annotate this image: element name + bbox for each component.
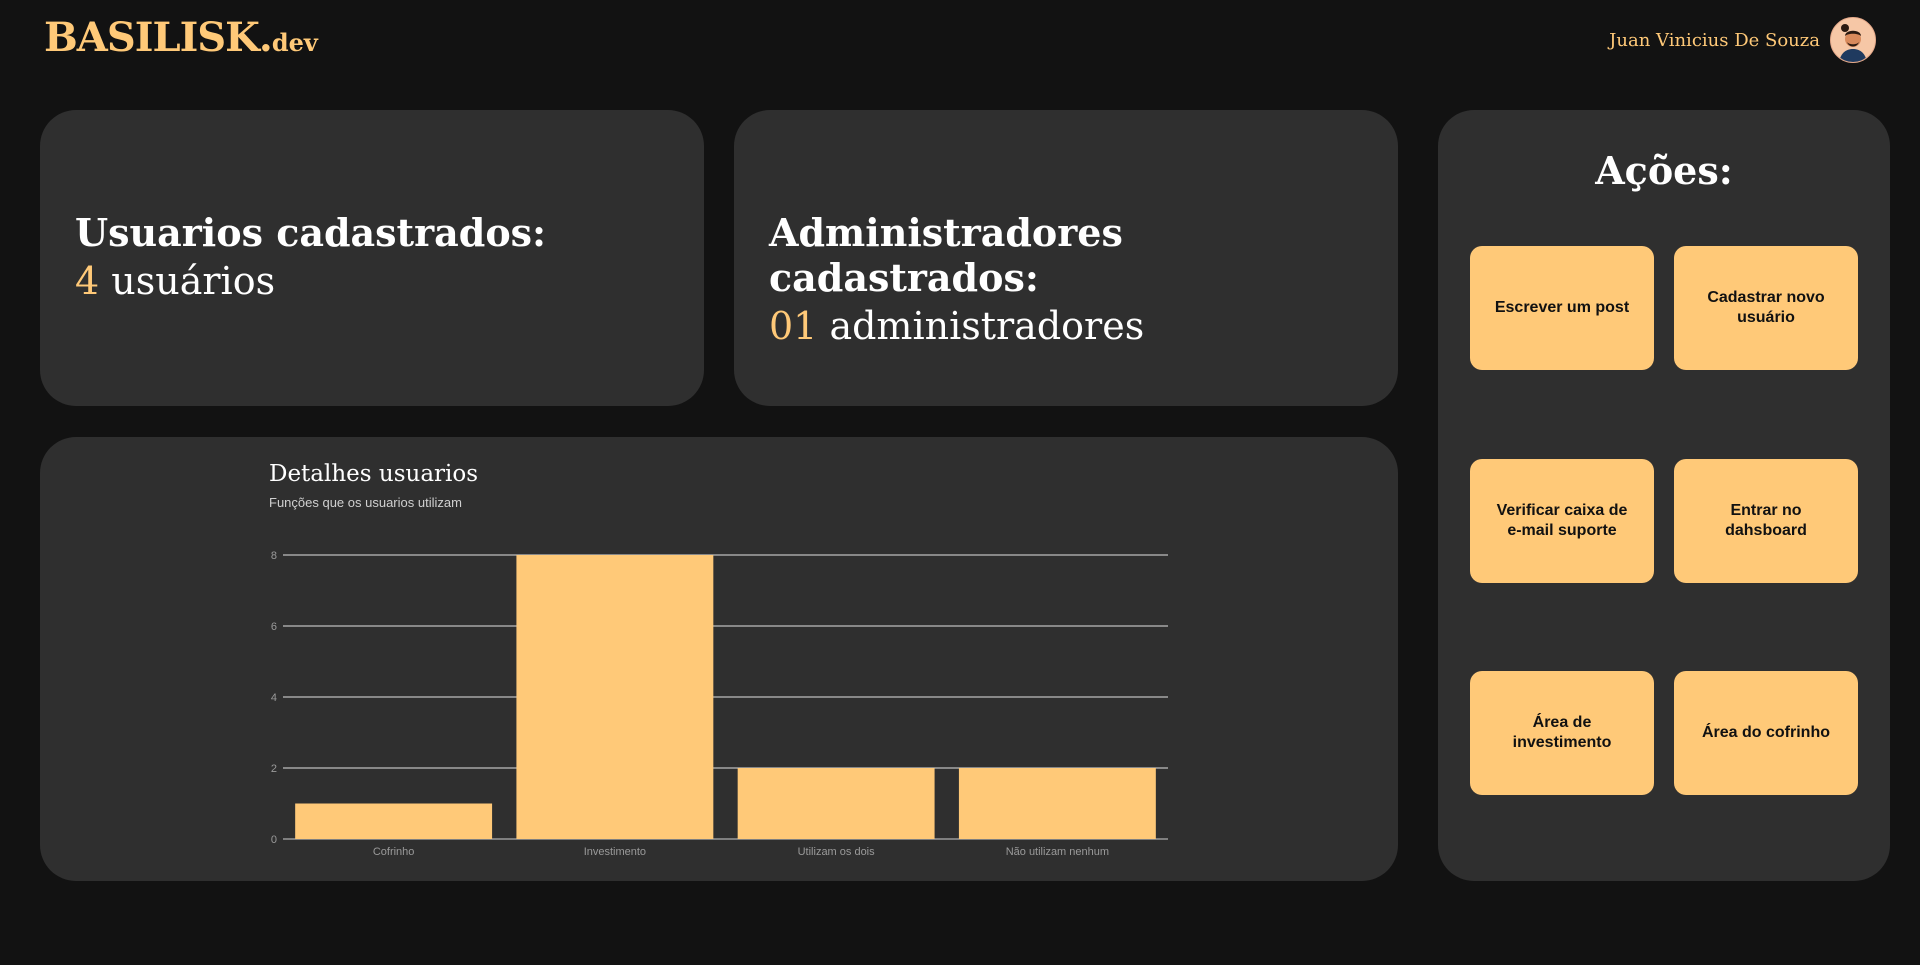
support-inbox-button[interactable]: Verificar caixa de e-mail suporte bbox=[1470, 459, 1654, 583]
chart-subtitle: Funções que os usuarios utilizam bbox=[269, 495, 462, 510]
logo-main: BASILISK. bbox=[44, 14, 273, 61]
users-stat-card: Usuarios cadastrados: 4 usuários bbox=[40, 110, 704, 406]
users-unit: usuários bbox=[111, 259, 276, 303]
users-stat-value: 4 usuários bbox=[75, 259, 546, 303]
logo-suffix: dev bbox=[271, 28, 318, 57]
y-tick-label: 6 bbox=[271, 621, 277, 633]
dashboard-button[interactable]: Entrar no dahsboard bbox=[1674, 459, 1858, 583]
bar-2[interactable] bbox=[737, 768, 935, 839]
bar-1[interactable] bbox=[516, 555, 714, 839]
user-menu[interactable]: Juan Vinicius De Souza bbox=[1609, 17, 1876, 63]
users-count: 4 bbox=[75, 259, 100, 303]
admins-stat-value: 01 administradores bbox=[769, 304, 1398, 348]
bar-chart: 0 2 4 6 8 Cofrinho Investimento Utilizam os doi… bbox=[271, 550, 1168, 858]
user-avatar-icon[interactable] bbox=[1830, 17, 1876, 63]
piggybank-area-button[interactable]: Área do cofrinho bbox=[1674, 671, 1858, 795]
user-name: Juan Vinicius De Souza bbox=[1609, 29, 1820, 51]
bar-3[interactable] bbox=[958, 768, 1156, 839]
register-user-button[interactable]: Cadastrar novo usuário bbox=[1674, 246, 1858, 370]
x-tick-label: Investimento bbox=[584, 846, 646, 858]
bar-0[interactable] bbox=[295, 803, 493, 840]
admins-stat-title: Administradores cadastrados: bbox=[769, 210, 1123, 300]
x-tick-label: Não utilizam nenhum bbox=[1006, 846, 1109, 858]
y-tick-label: 8 bbox=[271, 550, 277, 562]
investment-area-button[interactable]: Área de investimento bbox=[1470, 671, 1654, 795]
y-tick-label: 4 bbox=[271, 692, 277, 704]
actions-card: Ações: Escrever um post Cadastrar novo u… bbox=[1438, 110, 1890, 881]
y-tick-label: 2 bbox=[271, 763, 277, 775]
chart-title: Detalhes usuarios bbox=[269, 461, 479, 487]
chart-card: Detalhes usuarios Funções que os usuario… bbox=[40, 437, 1398, 881]
x-tick-label: Utilizam os dois bbox=[798, 846, 876, 858]
admins-unit: administradores bbox=[829, 304, 1145, 348]
logo: BASILISK.dev bbox=[44, 14, 318, 61]
users-stat-title: Usuarios cadastrados: bbox=[75, 210, 547, 255]
write-post-button[interactable]: Escrever um post bbox=[1470, 246, 1654, 370]
admins-stat-card: Administradores cadastrados: 01 administ… bbox=[734, 110, 1398, 406]
x-tick-label: Cofrinho bbox=[373, 846, 415, 858]
y-tick-label: 0 bbox=[271, 834, 277, 846]
actions-title: Ações: bbox=[1595, 148, 1733, 193]
admins-count: 01 bbox=[769, 304, 818, 348]
